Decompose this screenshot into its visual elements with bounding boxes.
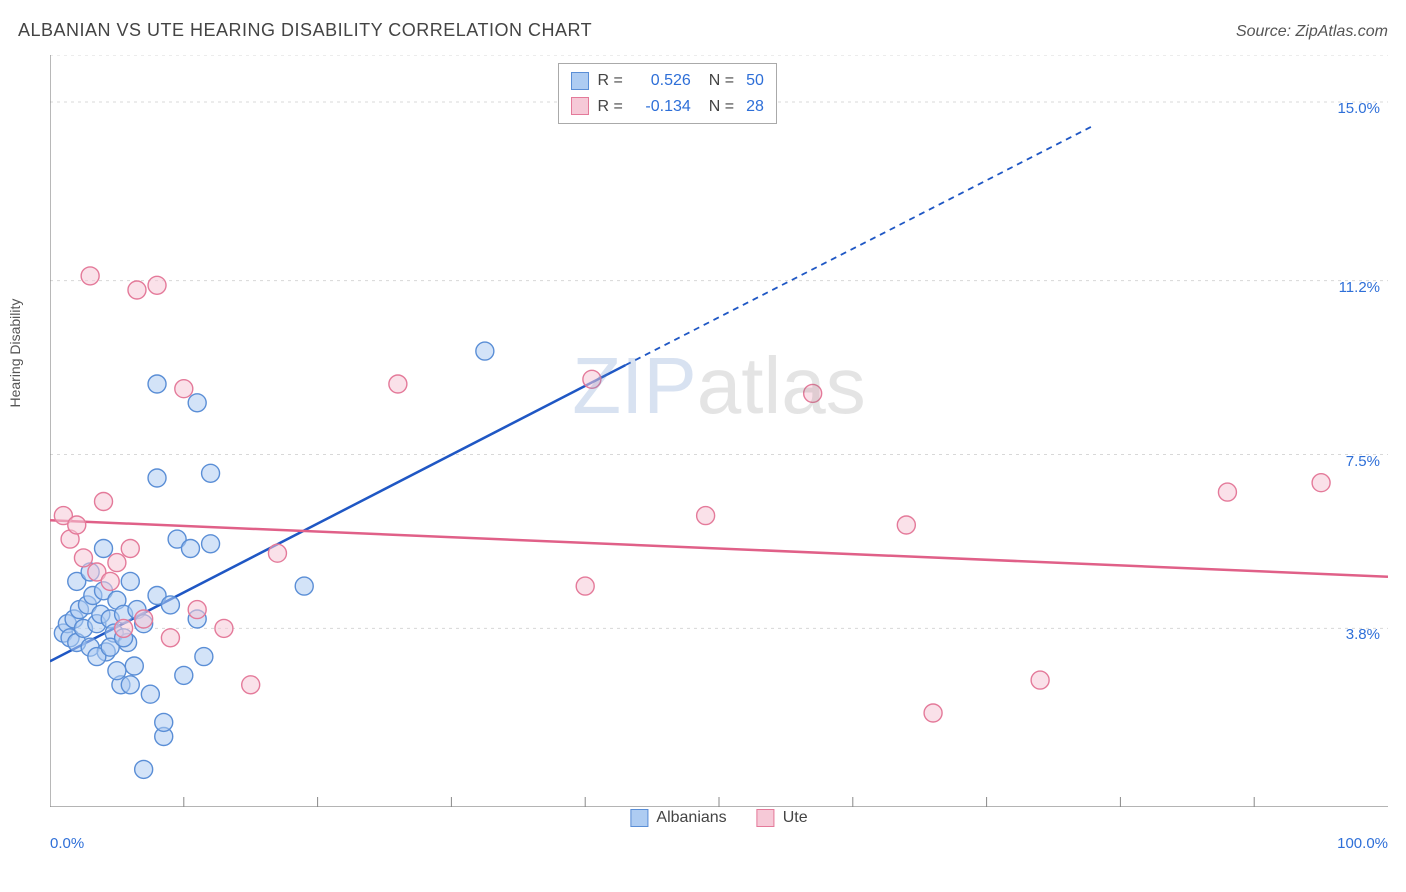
legend-label: Albanians xyxy=(656,809,726,827)
series-legend: Albanians Ute xyxy=(630,809,807,827)
legend-swatch xyxy=(757,809,775,827)
y-tick-label: 3.8% xyxy=(1346,626,1380,643)
legend-label: Ute xyxy=(783,809,808,827)
r-value: 0.526 xyxy=(631,68,691,94)
legend-item: Albanians xyxy=(630,809,726,827)
r-value: -0.134 xyxy=(631,94,691,120)
r-label: R = xyxy=(597,94,622,120)
y-tick-label: 15.0% xyxy=(1337,100,1380,117)
n-value: 28 xyxy=(746,94,764,120)
chart-container: Hearing Disability ZIPatlas R =0.526N =5… xyxy=(50,55,1388,852)
n-label: N = xyxy=(709,68,734,94)
x-tick-label: 100.0% xyxy=(1337,835,1388,852)
y-tick-label: 7.5% xyxy=(1346,453,1380,470)
chart-header: ALBANIAN VS UTE HEARING DISABILITY CORRE… xyxy=(18,20,1388,41)
correlation-row: R = 0.526 N = 50 xyxy=(571,68,763,94)
correlation-row: R = -0.134 N = 28 xyxy=(571,94,763,120)
correlation-legend: R = 0.526 N = 50 R = -0.134 N = 28 xyxy=(558,63,776,124)
legend-swatch xyxy=(571,97,589,115)
n-value: 50 xyxy=(746,68,764,94)
y-tick-label: 11.2% xyxy=(1339,279,1380,296)
y-axis-label: Hearing Disability xyxy=(7,298,23,407)
chart-source: Source: ZipAtlas.com xyxy=(1236,23,1388,41)
x-tick-label: 0.0% xyxy=(50,835,84,852)
r-label: R = xyxy=(597,68,622,94)
legend-item: Ute xyxy=(757,809,808,827)
plot-area: ZIPatlas R =0.526N =50R =-0.134N =28 3.8… xyxy=(50,55,1388,807)
n-label: N = xyxy=(709,94,734,120)
legend-swatch xyxy=(630,809,648,827)
scatter-plot xyxy=(50,55,1388,807)
chart-title: ALBANIAN VS UTE HEARING DISABILITY CORRE… xyxy=(18,20,592,41)
legend-swatch xyxy=(571,72,589,90)
